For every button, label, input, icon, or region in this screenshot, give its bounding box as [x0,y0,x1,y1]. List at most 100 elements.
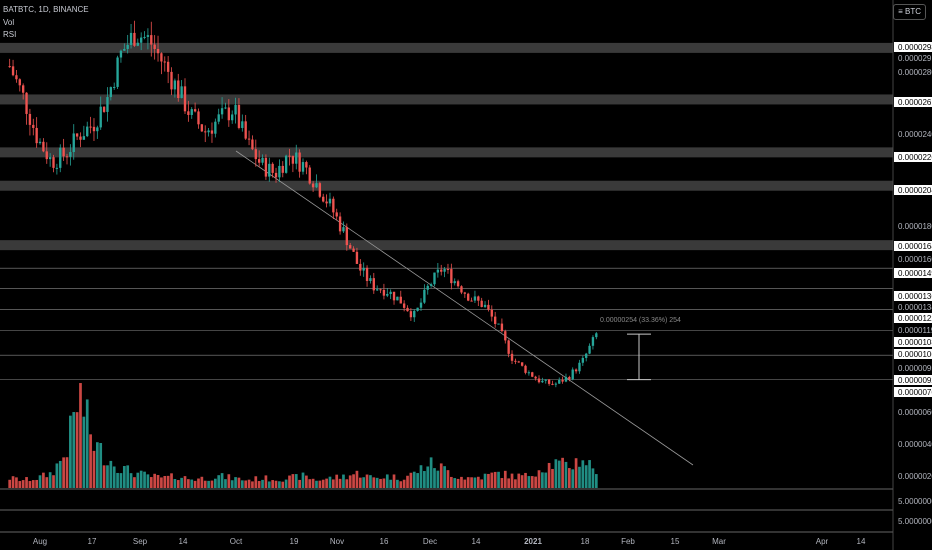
volume-bar [213,478,217,488]
candle-body [419,302,423,308]
volume-bar [311,478,315,488]
volume-bar [48,472,52,488]
volume-bar [358,477,362,488]
candle-body [119,50,123,58]
volume-bar [227,474,231,488]
candle-body [288,155,291,157]
price-tick-label: 0.00000200 [898,472,932,481]
volume-bar [230,480,234,488]
volume-bar [112,466,116,488]
candle-body [409,311,413,318]
candle-body [342,227,345,232]
volume-bar [453,478,457,488]
price-tick-label: 0.00001062 [898,350,932,359]
time-tick-label: Mar [712,537,726,546]
candle-body [446,269,450,271]
volume-bar [551,468,554,488]
volume-bar [510,473,514,488]
candle-body [561,379,564,382]
candle-body [28,113,32,125]
price-tag-box [894,241,932,251]
candle-body [214,121,217,134]
volume-bar [392,474,396,488]
candle-body [193,109,197,112]
volume-bar [348,475,352,488]
volume-bar [362,477,366,488]
volume-bar [564,461,568,488]
candle-body [352,248,355,252]
candle-body [244,121,247,139]
candle-body [177,80,180,98]
candle-body [278,165,281,178]
price-tick-label: 0.00002986 [898,43,932,52]
price-tag-box [894,291,932,301]
candle-body [92,126,96,132]
candle-body [295,152,298,164]
candle-body [139,37,143,43]
candle-body [349,245,352,249]
candle-body [102,106,106,112]
time-tick-label: 15 [671,537,680,546]
candle-body [207,130,210,133]
candle-body [86,126,89,137]
candle-body [524,365,527,373]
pane-dividers [0,488,893,533]
volume-bar [264,475,268,488]
candle-body [487,304,490,310]
resistance-zone [0,180,893,191]
volume-bar [257,481,261,488]
candle-body [345,227,349,246]
currency-selector[interactable]: ≡ BTC [893,4,926,20]
candle-body [301,162,305,172]
candle-body [180,86,183,98]
volume-bar [247,479,251,488]
candle-body [136,42,139,46]
price-tick-label: 0.00002041 [898,186,932,195]
volume-bar [544,472,548,488]
rsi-legend[interactable]: RSI [3,30,17,39]
candle-body [35,127,38,144]
time-tick-label: Apr [816,537,829,546]
candle-body [170,71,173,90]
volume-bar [466,477,470,488]
volume-bar [473,477,477,488]
volume-bar [331,479,335,488]
volume-bar [567,468,571,488]
price-tag-box [894,268,932,278]
time-tick-label: Oct [230,537,243,546]
volume-bar [180,477,183,488]
candle-body [591,337,595,346]
measure-text: 0.00000254 (33.36%) 254 [600,317,681,324]
price-tick-label: 0.00001497 [898,269,932,278]
volume-bar [294,474,298,488]
volume-bar [284,479,288,488]
candle-body [510,353,514,361]
volume-bar [85,399,89,488]
candle-body [497,323,500,325]
volume-bar [267,481,271,488]
volume-bar [399,481,403,488]
volume-bar [574,458,578,488]
volume-bar [389,479,393,488]
volume-bar [470,477,473,488]
candle-body [163,61,166,63]
symbol-legend[interactable]: BATBTC, 1D, BINANCE [3,5,89,14]
volume-bar [31,480,35,488]
volume-legend[interactable]: Vol [3,18,15,27]
resistance-zone [0,42,893,53]
candle-body [322,196,325,202]
volume-bar [75,412,79,488]
candle-body [318,183,322,197]
volume-bar [102,465,106,488]
price-tag-box [894,185,932,195]
volume-bar [456,478,460,488]
volume-bar [45,477,49,488]
measure-tool: 0.00000254 (33.36%) 254 [600,317,681,381]
volume-bar [193,480,197,488]
volume-bar [240,480,244,488]
price-tick-label: 0.00002400 [898,130,932,139]
volume-bar [237,477,241,488]
candle-body [52,157,55,168]
candle-body [261,157,264,163]
